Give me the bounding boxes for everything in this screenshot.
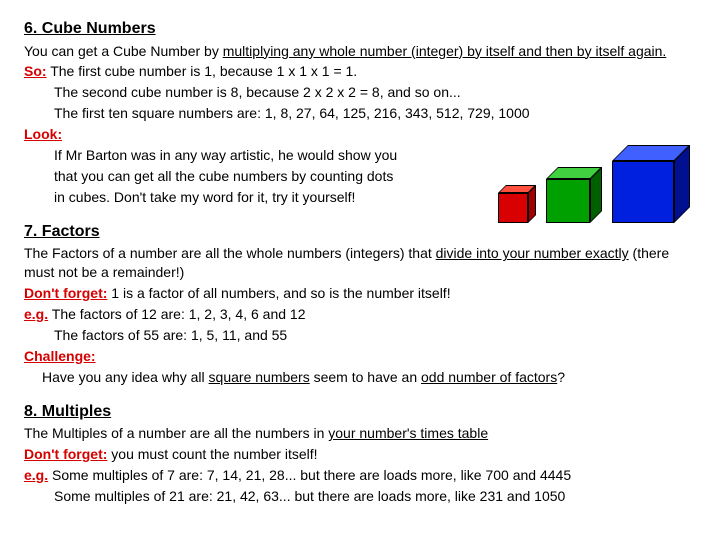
intro-8: The Multiples of a number are all the nu… bbox=[24, 424, 696, 443]
intro-7-u: divide into your number exactly bbox=[436, 245, 629, 261]
section-multiples: 8. Multiples The Multiples of a number a… bbox=[24, 401, 696, 506]
section-factors: 7. Factors The Factors of a number are a… bbox=[24, 221, 696, 387]
so-1: The first cube number is 1, because 1 x … bbox=[47, 63, 358, 79]
ch-u2: odd number of factors bbox=[421, 369, 557, 385]
so-2: The second cube number is 8, because 2 x… bbox=[24, 83, 696, 102]
intro-7: The Factors of a number are all the whol… bbox=[24, 244, 696, 282]
heading-6: 6. Cube Numbers bbox=[24, 18, 696, 40]
eg-label-8: e.g. bbox=[24, 467, 48, 483]
ch-line: Have you any idea why all square numbers… bbox=[24, 368, 696, 387]
intro-6a: You can get a Cube Number by bbox=[24, 43, 223, 59]
cubes-illustration bbox=[498, 145, 690, 223]
eg-7-1: e.g. The factors of 12 are: 1, 2, 3, 4, … bbox=[24, 305, 696, 324]
so-3: The first ten square numbers are: 1, 8, … bbox=[24, 104, 696, 123]
df-text-7: 1 is a factor of all numbers, and so is … bbox=[107, 285, 450, 301]
df-8: Don't forget: you must count the number … bbox=[24, 445, 696, 464]
eg-7-2: The factors of 55 are: 1, 5, 11, and 55 bbox=[24, 326, 696, 345]
so-line-1: So: The first cube number is 1, because … bbox=[24, 62, 696, 81]
so-label: So: bbox=[24, 63, 47, 79]
cube-blue-icon bbox=[612, 145, 690, 223]
heading-7: 7. Factors bbox=[24, 221, 696, 243]
df-label-8: Don't forget: bbox=[24, 446, 107, 462]
look-label: Look: bbox=[24, 125, 696, 144]
df-7: Don't forget: 1 is a factor of all numbe… bbox=[24, 284, 696, 303]
eg-8-1: e.g. Some multiples of 7 are: 7, 14, 21,… bbox=[24, 466, 696, 485]
ch-c: ? bbox=[557, 369, 565, 385]
df-text-8: you must count the number itself! bbox=[107, 446, 317, 462]
intro-6: You can get a Cube Number by multiplying… bbox=[24, 42, 696, 61]
eg-8-2: Some multiples of 21 are: 21, 42, 63... … bbox=[24, 487, 696, 506]
ch-b: seem to have an bbox=[310, 369, 421, 385]
intro-8-u: your number's times table bbox=[328, 425, 488, 441]
eg-8-1t: Some multiples of 7 are: 7, 14, 21, 28..… bbox=[48, 467, 571, 483]
ch-u1: square numbers bbox=[209, 369, 310, 385]
cube-green-icon bbox=[546, 167, 602, 223]
intro-6-u: multiplying any whole number (integer) b… bbox=[223, 43, 667, 59]
eg-7-1t: The factors of 12 are: 1, 2, 3, 4, 6 and… bbox=[48, 306, 305, 322]
intro-7a: The Factors of a number are all the whol… bbox=[24, 245, 436, 261]
cube-red-icon bbox=[498, 185, 536, 223]
ch-a: Have you any idea why all bbox=[42, 369, 209, 385]
heading-8: 8. Multiples bbox=[24, 401, 696, 423]
ch-label: Challenge: bbox=[24, 347, 696, 366]
df-label-7: Don't forget: bbox=[24, 285, 107, 301]
intro-8a: The Multiples of a number are all the nu… bbox=[24, 425, 328, 441]
eg-label-7: e.g. bbox=[24, 306, 48, 322]
